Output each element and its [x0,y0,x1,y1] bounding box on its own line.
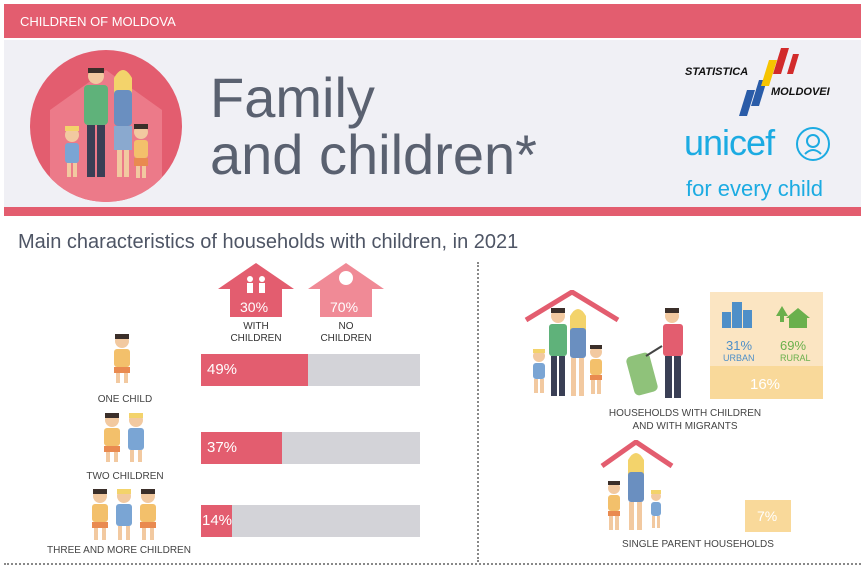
statistica-text-1: STATISTICA [685,66,749,78]
family-illustration [30,50,182,202]
three-children-label: THREE AND MORE CHILDREN [47,545,191,556]
migrant-family-icon [524,290,683,398]
three-children-icon [92,489,156,540]
house-with-children-icon [218,263,294,317]
three-children-percent: 14% [202,512,233,529]
section-subtitle: Main characteristics of households with … [18,231,519,253]
one-child-label: ONE CHILD [97,394,153,405]
one-child-bar: 49% [201,354,420,386]
rural-percent: 69% [780,338,807,353]
statistica-logo: STATISTICA MOLDOVEI [685,48,835,118]
column-divider [477,262,479,562]
two-children-label: TWO CHILDREN [86,471,164,482]
no-children-label-line1: NO [338,321,354,332]
banner-text: CHILDREN OF MOLDOVA [20,14,176,29]
two-children-percent: 37% [207,439,238,456]
with-children-label-line1: WITH [243,321,269,332]
three-children-bar-fill [201,505,232,537]
with-children-label-line2: CHILDREN [230,333,282,344]
two-children-icon [104,413,144,462]
city-icon [722,302,752,328]
rural-label: RURAL [780,353,811,363]
no-children-label: NO CHILDREN [312,321,380,345]
migrants-caption: HOUSEHOLDS WITH CHILDREN AND WITH MIGRAN… [590,408,780,432]
one-child-percent: 49% [207,361,238,378]
single-parent-caption: SINGLE PARENT HOUSEHOLDS [622,539,774,550]
header-divider [4,207,861,216]
house-no-children-icon [308,263,384,317]
single-parent-box: 7% [745,500,791,532]
bottom-divider [4,563,861,565]
unicef-tagline: for every child [686,176,823,201]
migrants-total-percent: 16% [750,376,781,393]
one-child-bar-fill [201,354,309,386]
unicef-wordmark: unicef [684,122,775,163]
migrants-caption-line2: AND WITH MIGRANTS [632,421,738,432]
single-parent-percent: 7% [757,508,778,524]
page-title-line2: and children* [210,123,537,186]
page-title-line1: Family [210,66,375,129]
no-children-percent: 70% [330,299,359,315]
unicef-emblem-icon [796,127,830,161]
with-children-label: WITH CHILDREN [222,321,290,345]
two-children-bar-fill [201,432,283,464]
migrants-caption-line1: HOUSEHOLDS WITH CHILDREN [608,408,762,419]
statistica-logo-mark [739,48,799,116]
no-children-label-line2: CHILDREN [320,333,372,344]
top-banner: CHILDREN OF MOLDOVA [4,4,861,38]
statistica-text-2: MOLDOVEI [771,86,830,98]
migrants-urban-rural: 31% URBAN 69% RURAL [710,292,823,366]
three-children-bar: 14% [201,505,420,537]
migrants-stats: 31% URBAN 69% RURAL 16% [710,292,823,399]
two-children-bar: 37% [201,432,420,464]
urban-percent: 31% [726,338,753,353]
family-icon [50,68,162,202]
one-child-icon [114,334,130,383]
single-parent-icon [600,440,674,530]
urban-label: URBAN [723,353,755,363]
rural-house-icon [776,306,810,328]
with-children-percent: 30% [240,299,269,315]
